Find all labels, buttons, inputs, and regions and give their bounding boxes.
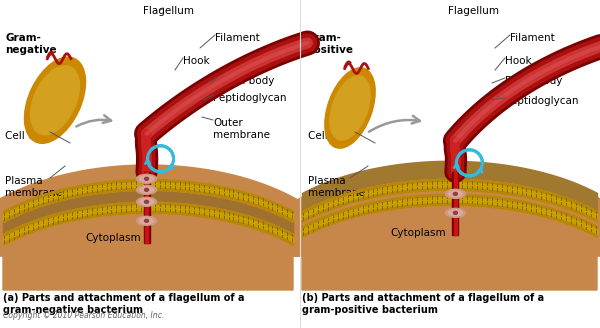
Text: Flagellum: Flagellum bbox=[448, 6, 499, 16]
Ellipse shape bbox=[140, 187, 154, 193]
Text: Plasma
membrane: Plasma membrane bbox=[308, 176, 365, 197]
Ellipse shape bbox=[454, 192, 457, 195]
Ellipse shape bbox=[145, 200, 149, 203]
Ellipse shape bbox=[454, 211, 457, 214]
Bar bbox=[452, 172, 458, 235]
Text: Cell wall: Cell wall bbox=[308, 131, 352, 141]
Ellipse shape bbox=[137, 216, 157, 225]
Text: Gram-
positive: Gram- positive bbox=[306, 33, 353, 54]
Ellipse shape bbox=[145, 188, 149, 191]
Text: Filament: Filament bbox=[510, 33, 555, 43]
Ellipse shape bbox=[137, 197, 157, 206]
Text: Flagellum: Flagellum bbox=[143, 6, 194, 16]
Text: Cytoplasm: Cytoplasm bbox=[85, 233, 140, 243]
Ellipse shape bbox=[137, 174, 157, 183]
Text: Hook: Hook bbox=[505, 56, 532, 66]
Ellipse shape bbox=[445, 208, 466, 217]
Bar bbox=[454, 172, 457, 235]
Text: Gram-
negative: Gram- negative bbox=[5, 33, 56, 54]
Ellipse shape bbox=[445, 189, 466, 198]
Ellipse shape bbox=[140, 218, 154, 224]
Ellipse shape bbox=[448, 191, 463, 197]
Bar bbox=[145, 172, 148, 243]
Text: Plasma
membrane: Plasma membrane bbox=[5, 176, 62, 197]
Ellipse shape bbox=[31, 66, 79, 135]
Ellipse shape bbox=[330, 76, 370, 140]
Text: Peptidoglycan: Peptidoglycan bbox=[505, 96, 578, 106]
Bar bbox=[302, 25, 597, 290]
Text: (b) Parts and attachment of a flagellum of a
gram-positive bacterium: (b) Parts and attachment of a flagellum … bbox=[302, 293, 544, 315]
Ellipse shape bbox=[325, 68, 375, 148]
Bar bbox=[3, 25, 293, 290]
Text: Peptidoglycan: Peptidoglycan bbox=[213, 93, 287, 103]
Text: (a) Parts and attachment of a flagellum of a
gram-negative bacterium: (a) Parts and attachment of a flagellum … bbox=[3, 293, 245, 315]
Ellipse shape bbox=[145, 177, 149, 180]
Text: Copyright © 2010 Pearson Education, Inc.: Copyright © 2010 Pearson Education, Inc. bbox=[3, 311, 164, 320]
Text: Outer
membrane: Outer membrane bbox=[213, 118, 270, 140]
Ellipse shape bbox=[140, 199, 154, 205]
Bar bbox=[143, 172, 149, 243]
Text: Basal body: Basal body bbox=[505, 76, 562, 86]
Ellipse shape bbox=[25, 57, 86, 143]
Text: Cell wall: Cell wall bbox=[5, 131, 49, 141]
Polygon shape bbox=[0, 165, 352, 290]
Ellipse shape bbox=[137, 185, 157, 194]
Text: Hook: Hook bbox=[183, 56, 209, 66]
Polygon shape bbox=[242, 165, 600, 290]
Text: Cytoplasm: Cytoplasm bbox=[390, 228, 446, 238]
Ellipse shape bbox=[448, 210, 463, 216]
Text: Filament: Filament bbox=[215, 33, 260, 43]
Ellipse shape bbox=[140, 176, 154, 182]
Text: Basal body: Basal body bbox=[217, 76, 274, 86]
Ellipse shape bbox=[145, 219, 149, 222]
